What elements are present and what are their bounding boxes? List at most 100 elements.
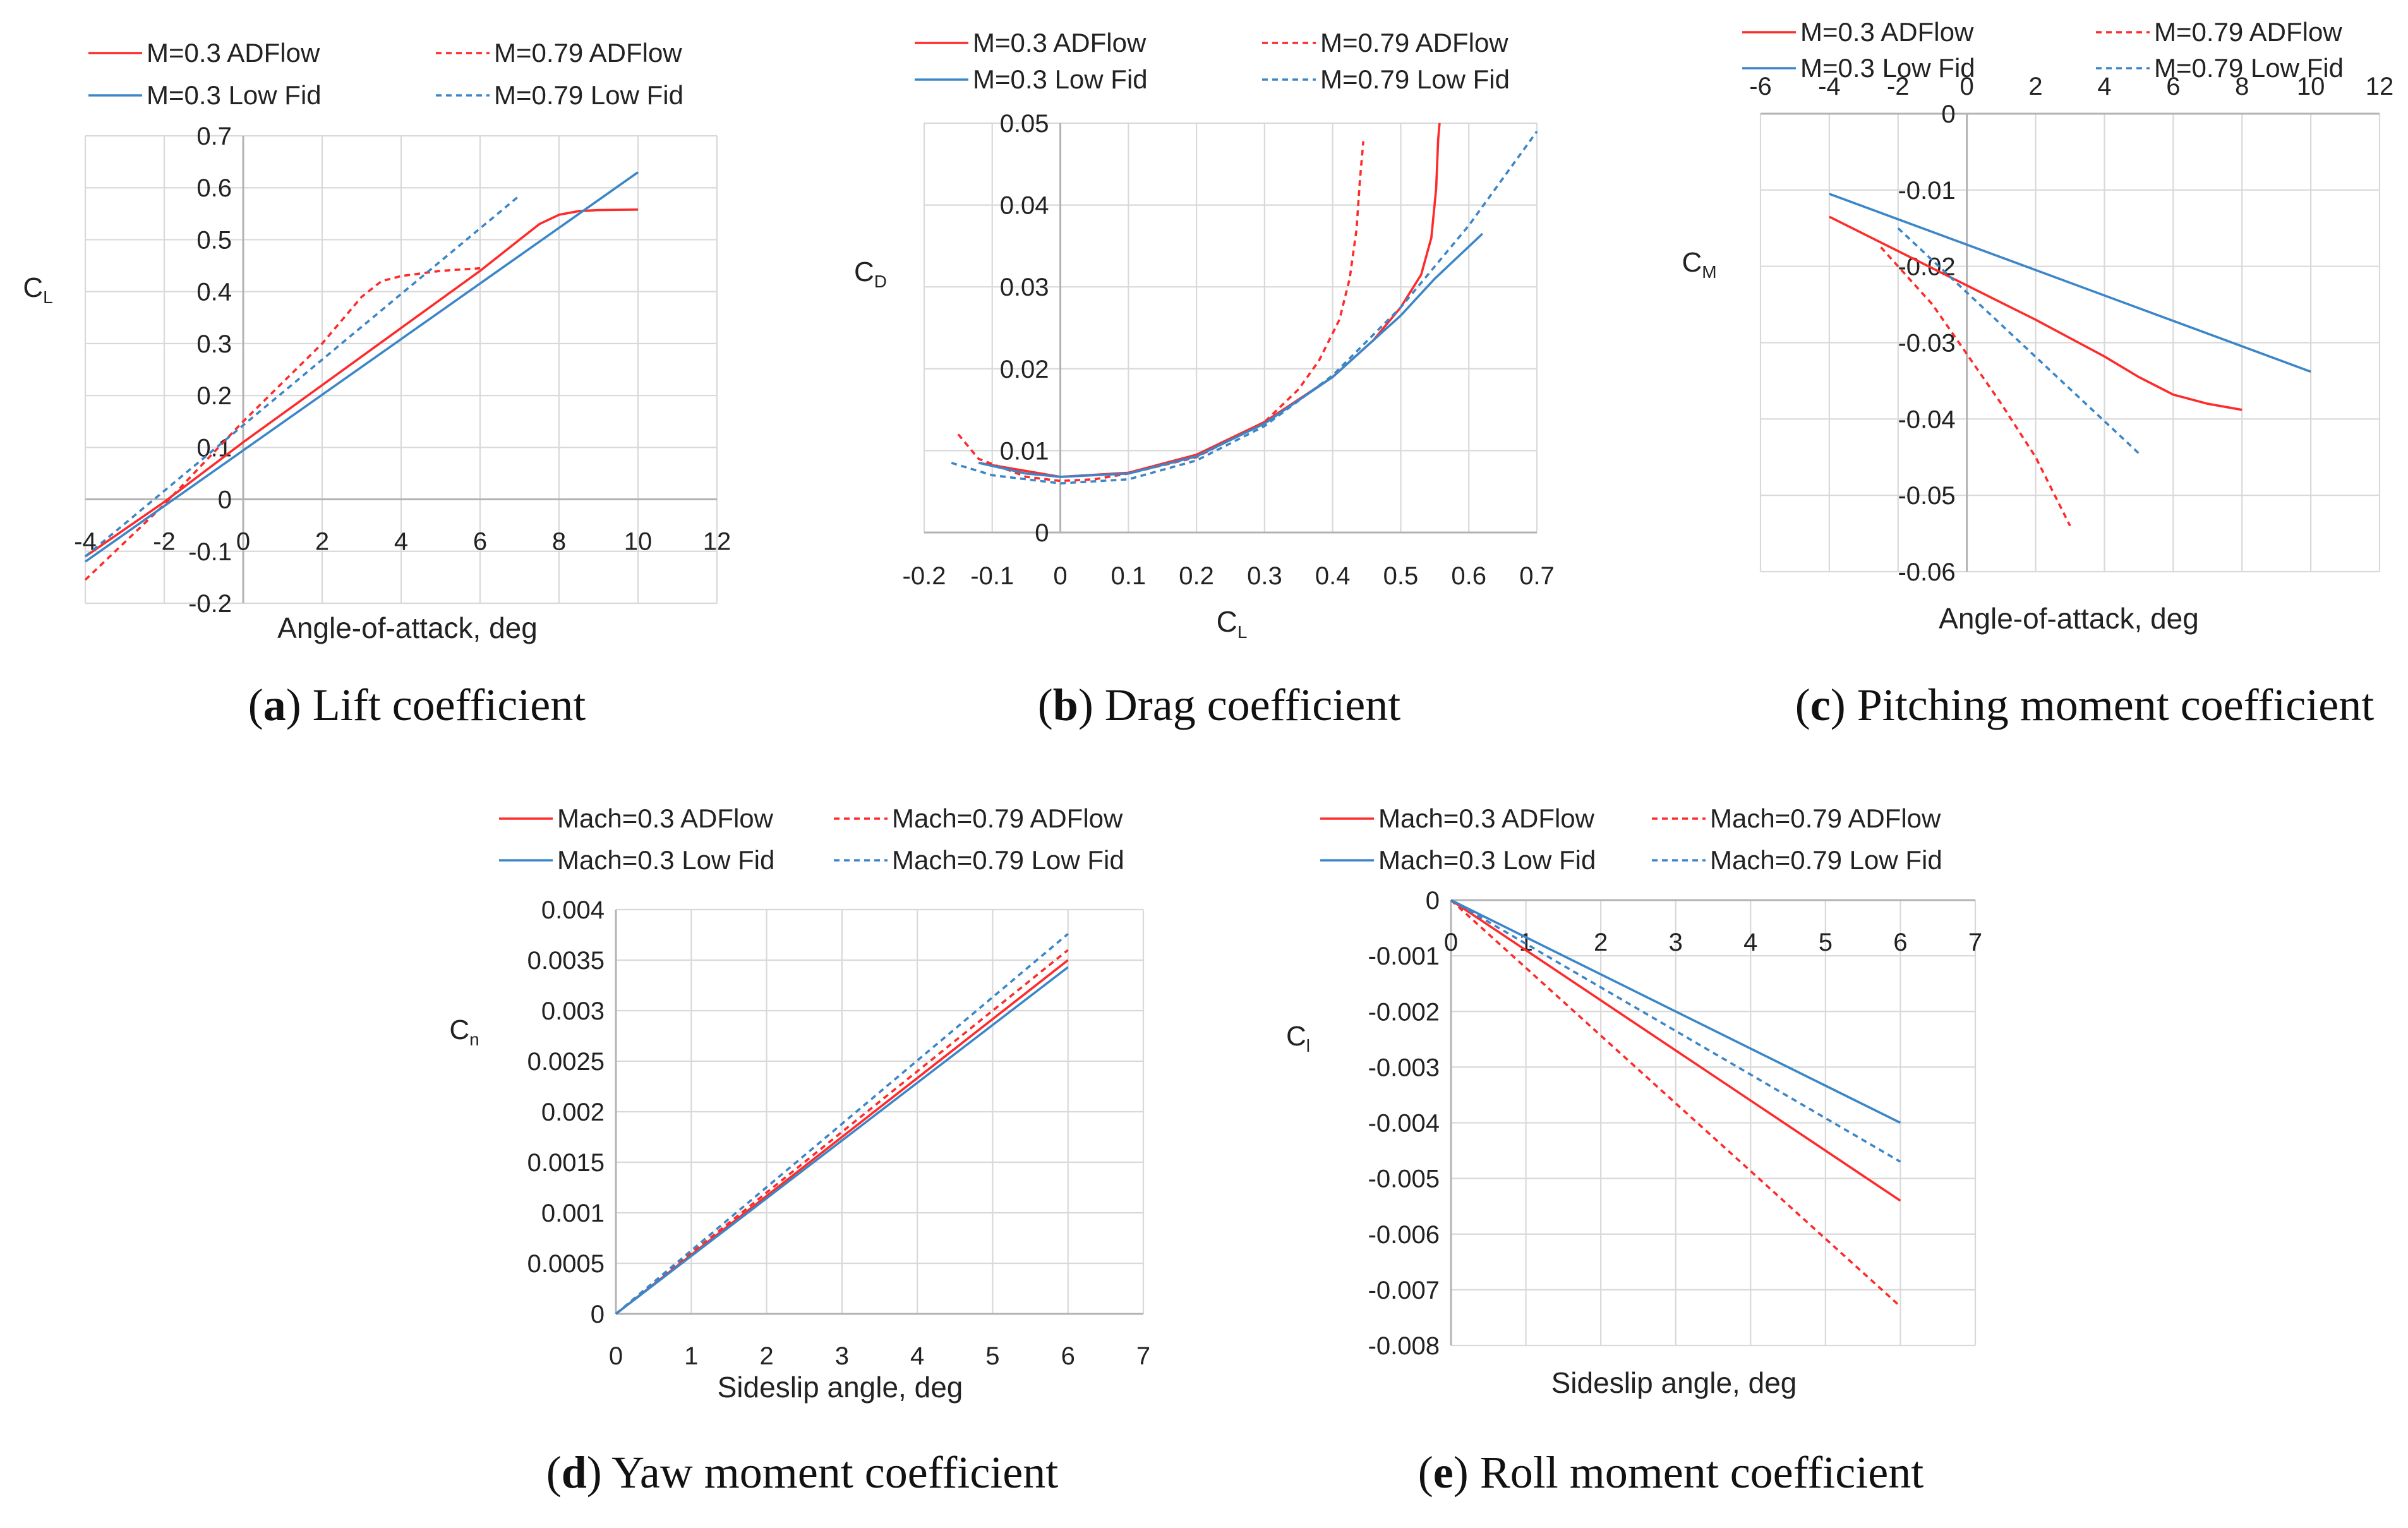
chart-panel-a: -4 -2 0 2 4 6 8 10 12-0.2-0.100.10.20.30.40.50.6… xyxy=(23,38,731,730)
y-tick-label: -0.01 xyxy=(1898,177,1955,205)
x-tick-label: 0 xyxy=(609,1342,623,1370)
series-line-adflow-solid xyxy=(1829,215,2242,411)
x-tick-label: 7 xyxy=(1136,1342,1150,1370)
chart-panel-e: 0 1 2 3 4 5 6 7-0.008-0.007-0.006-0.005-0.004-0… xyxy=(1286,803,1982,1498)
x-tick-label: 0 xyxy=(1960,73,1974,100)
legend-label: M=0.79 ADFlow xyxy=(2154,17,2342,47)
y-tick-label: 0.0035 xyxy=(527,947,605,975)
x-tick-label: 8 xyxy=(2235,73,2249,100)
caption-text: Pitching moment coefficient xyxy=(1857,680,2374,730)
y-tick-label: -0.04 xyxy=(1898,406,1955,433)
y-tick-label: -0.06 xyxy=(1898,558,1955,586)
caption-letter: c xyxy=(1810,680,1831,730)
x-tick-label: 8 xyxy=(552,528,566,556)
x-tick-label: -2 xyxy=(153,528,176,556)
legend-label: M=0.3 ADFlow xyxy=(147,38,320,68)
series-line-lowfid-solid xyxy=(1829,193,2311,373)
y-axis-label: CM xyxy=(1682,247,1716,282)
series-line-lowfid-dashed xyxy=(1897,227,2140,455)
series-line-lowfid-dashed xyxy=(615,933,1069,1315)
y-tick-label: 0.0025 xyxy=(527,1048,605,1076)
y-tick-label: 0.001 xyxy=(541,1200,605,1227)
x-tick-label: 4 xyxy=(394,528,408,556)
y-tick-label: -0.004 xyxy=(1368,1110,1440,1138)
x-tick-label: 12 xyxy=(2366,73,2394,100)
y-tick-label: 0.6 xyxy=(196,174,232,202)
y-tick-label: -0.2 xyxy=(188,590,232,618)
x-axis-label: Angle-of-attack, deg xyxy=(1939,602,2199,635)
y-tick-label: -0.1 xyxy=(188,538,232,566)
caption-text: Lift coefficient xyxy=(313,680,586,730)
y-tick-label: 0.004 xyxy=(541,896,605,924)
y-tick-label: 0 xyxy=(218,486,232,514)
x-tick-label: 0.1 xyxy=(1111,562,1147,590)
caption-letter: a xyxy=(263,680,286,730)
x-tick-label: -0.2 xyxy=(903,562,946,590)
legend-label: M=0.3 Low Fid xyxy=(1800,53,1975,83)
x-tick-label: -2 xyxy=(1887,73,1910,100)
x-tick-label: 3 xyxy=(835,1342,849,1370)
x-tick-label: 6 xyxy=(1893,929,1907,956)
panel-caption: (d) Yaw moment coefficient xyxy=(546,1447,1059,1498)
legend-label: Mach=0.3 Low Fid xyxy=(557,845,774,875)
x-tick-label: 2 xyxy=(315,528,329,556)
y-tick-label: 0.04 xyxy=(1000,192,1049,220)
x-tick-label: -6 xyxy=(1749,73,1772,100)
y-tick-label: -0.008 xyxy=(1368,1332,1440,1360)
y-tick-label: 0.02 xyxy=(1000,356,1049,383)
x-tick-label: -4 xyxy=(1818,73,1841,100)
y-tick-label: 0.01 xyxy=(1000,437,1049,465)
caption-text: Roll moment coefficient xyxy=(1480,1447,1924,1498)
legend-label: Mach=0.79 ADFlow xyxy=(1710,803,1941,833)
panel-caption: (a) Lift coefficient xyxy=(248,680,586,730)
x-tick-label: 0 xyxy=(1444,929,1458,956)
series-line-lowfid-solid xyxy=(615,966,1069,1315)
y-axis-label-sub: l xyxy=(1306,1036,1310,1056)
chart-panel-c: -6 -4 -2 0 2 4 6 8 10 12 -0.06 -0.05 -0.04 -0.03 -0.02… xyxy=(1682,17,2393,730)
x-tick-label: 10 xyxy=(2297,73,2325,100)
y-axis-label: Cn xyxy=(449,1014,479,1049)
y-tick-label: -0.005 xyxy=(1368,1165,1440,1193)
legend-label: M=0.79 Low Fid xyxy=(494,80,683,110)
y-tick-label: -0.003 xyxy=(1368,1054,1440,1081)
legend-label: M=0.79 ADFlow xyxy=(494,38,682,68)
x-tick-label: 6 xyxy=(473,528,487,556)
x-tick-label: 2 xyxy=(1594,929,1608,956)
legend-label: Mach=0.79 Low Fid xyxy=(892,845,1124,875)
x-axis-label-main: Angle-of-attack, deg xyxy=(1939,602,2199,635)
x-tick-label: 7 xyxy=(1968,929,1982,956)
x-axis-label: Sideslip angle, deg xyxy=(1551,1366,1797,1399)
x-tick-label: 12 xyxy=(703,528,731,556)
series-line-adflow-dashed xyxy=(957,141,1364,483)
x-axis-label-sub: L xyxy=(1237,622,1248,642)
y-tick-label: 0.7 xyxy=(196,123,232,150)
x-tick-label: 0 xyxy=(1053,562,1067,590)
x-tick-label: 1 xyxy=(684,1342,698,1370)
series-line-lowfid-dashed xyxy=(951,130,1538,485)
y-tick-label: 0 xyxy=(1035,519,1049,547)
x-tick-label: 0.2 xyxy=(1179,562,1214,590)
x-tick-label: 2 xyxy=(759,1342,773,1370)
x-axis-label-main: C xyxy=(1217,605,1237,638)
y-tick-label: -0.007 xyxy=(1368,1277,1440,1304)
x-tick-label: 10 xyxy=(624,528,653,556)
y-axis-label-main: C xyxy=(1286,1021,1306,1052)
legend-label: Mach=0.3 ADFlow xyxy=(557,803,774,833)
y-tick-label: -0.03 xyxy=(1898,330,1955,358)
series-line-lowfid-solid xyxy=(84,171,639,563)
x-tick-label: 0.4 xyxy=(1315,562,1351,590)
y-tick-label: -0.002 xyxy=(1368,998,1440,1026)
x-tick-label: 4 xyxy=(910,1342,924,1370)
y-tick-label: 0.3 xyxy=(196,330,232,358)
caption-text: Drag coefficient xyxy=(1105,680,1400,730)
panel-caption: (c) Pitching moment coefficient xyxy=(1795,680,2374,730)
x-tick-label: 5 xyxy=(985,1342,999,1370)
chart-panel-b: -0.2 -0.1 0 0.1 0.2 0.3 0.4 0.5 0.6 0.7 0 0.01 0.02 0… xyxy=(854,28,1555,730)
y-axis-label-sub: D xyxy=(874,272,887,291)
y-tick-label: 0 xyxy=(1426,887,1440,915)
panel-caption: (e) Roll moment coefficient xyxy=(1418,1447,1923,1498)
legend-label: M=0.3 Low Fid xyxy=(973,64,1148,94)
x-tick-label: 6 xyxy=(2166,73,2180,100)
panel-caption: (b) Drag coefficient xyxy=(1038,680,1400,730)
